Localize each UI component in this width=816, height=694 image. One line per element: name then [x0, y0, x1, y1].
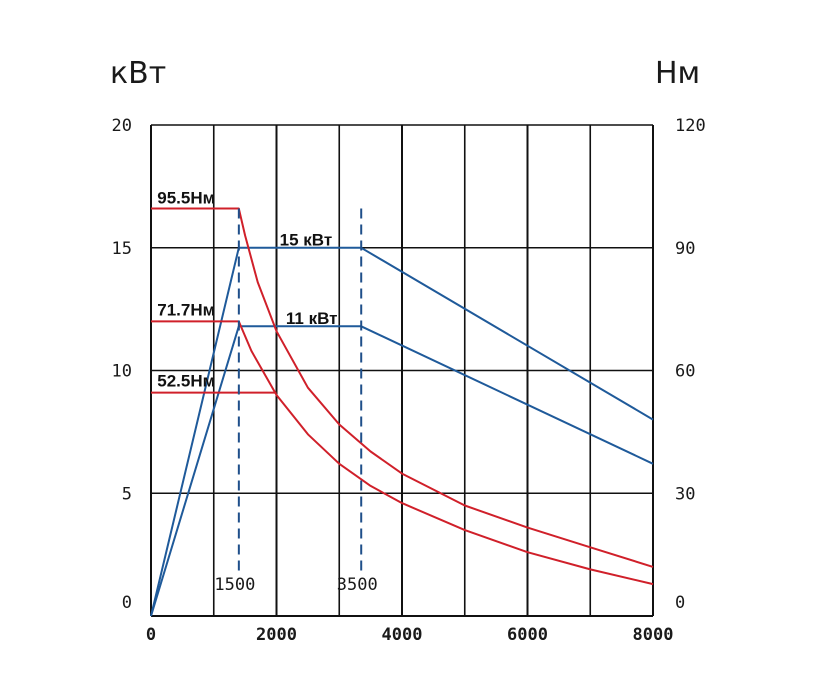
y-left-tick-label: 0 — [122, 593, 132, 613]
right-unit-label: Нм — [655, 56, 700, 91]
torque-curve-4 — [151, 320, 654, 586]
y-right-tick-label: 120 — [675, 116, 706, 136]
x-tick-label: 2000 — [256, 625, 297, 645]
annotation-label: 95.5Нм — [157, 189, 215, 208]
power-curve-2 — [150, 325, 654, 617]
grid — [150, 124, 654, 617]
left-unit-label: кВт — [110, 56, 166, 91]
y-right-tick-label: 90 — [675, 239, 695, 259]
y-right-tick-label: 0 — [675, 593, 685, 613]
y-left-tick-label: 20 — [112, 116, 132, 136]
y-left-tick-label: 10 — [112, 362, 132, 382]
rpm-markers: 1500 3500 — [214, 208, 378, 595]
annotation-label: 71.7Нм — [157, 300, 215, 319]
y-right-tick-label: 30 — [675, 484, 695, 504]
annotation-label: 52.5Нм — [157, 371, 215, 390]
y-left-tick-label: 5 — [122, 484, 132, 504]
torque-curve-3 — [151, 207, 654, 568]
annotations: 95.5Нм 15 кВт 71.7Нм 11 кВт 52.5Нм — [157, 189, 337, 391]
rpm-marker-label: 3500 — [337, 575, 378, 595]
annotation-label: 15 кВт — [280, 230, 333, 249]
y-left-tick-label: 15 — [112, 239, 132, 259]
x-tick-label: 8000 — [633, 625, 674, 645]
x-tick-label: 0 — [146, 625, 156, 645]
annotation-label: 11 кВт — [286, 309, 338, 328]
x-tick-label: 4000 — [382, 625, 423, 645]
y-right-tick-label: 60 — [675, 362, 695, 382]
power-curve-1 — [150, 246, 654, 617]
series-group — [150, 207, 654, 617]
x-tick-label: 6000 — [507, 625, 548, 645]
rpm-marker-label: 1500 — [214, 575, 255, 595]
